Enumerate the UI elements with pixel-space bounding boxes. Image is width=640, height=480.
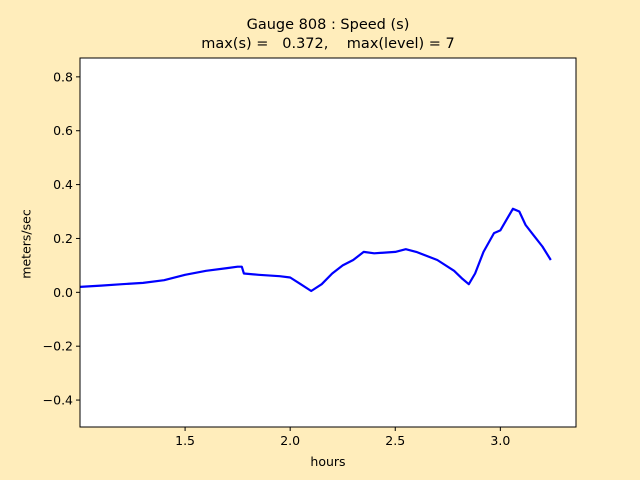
x-tick-label: 2.0 bbox=[280, 433, 300, 448]
chart-subtitle: max(s) = 0.372, max(level) = 7 bbox=[201, 36, 455, 52]
y-tick-label: 0.0 bbox=[53, 285, 73, 300]
y-tick-label: 0.2 bbox=[53, 231, 73, 246]
y-tick-label: −0.4 bbox=[43, 393, 73, 408]
x-axis-ticks: 1.5 2.0 2.5 3.0 bbox=[175, 427, 510, 448]
y-tick-label: 0.4 bbox=[53, 177, 73, 192]
y-tick-label: −0.2 bbox=[43, 339, 73, 354]
x-axis-label: hours bbox=[310, 454, 346, 469]
plot-area bbox=[80, 58, 576, 427]
y-tick-label: 0.6 bbox=[53, 123, 73, 138]
chart-title: Gauge 808 : Speed (s) bbox=[246, 17, 410, 33]
series-line bbox=[79, 207, 552, 293]
y-tick-label: 0.8 bbox=[53, 69, 73, 84]
x-tick-label: 2.5 bbox=[385, 433, 405, 448]
y-axis-label: meters/sec bbox=[18, 209, 34, 279]
y-axis-ticks: −0.4 −0.2 0.0 0.2 0.4 0.6 0.8 bbox=[43, 69, 80, 408]
x-tick-label: 3.0 bbox=[490, 433, 510, 448]
series-group bbox=[79, 207, 552, 293]
x-tick-label: 1.5 bbox=[175, 433, 195, 448]
plot-frame bbox=[79, 57, 577, 428]
